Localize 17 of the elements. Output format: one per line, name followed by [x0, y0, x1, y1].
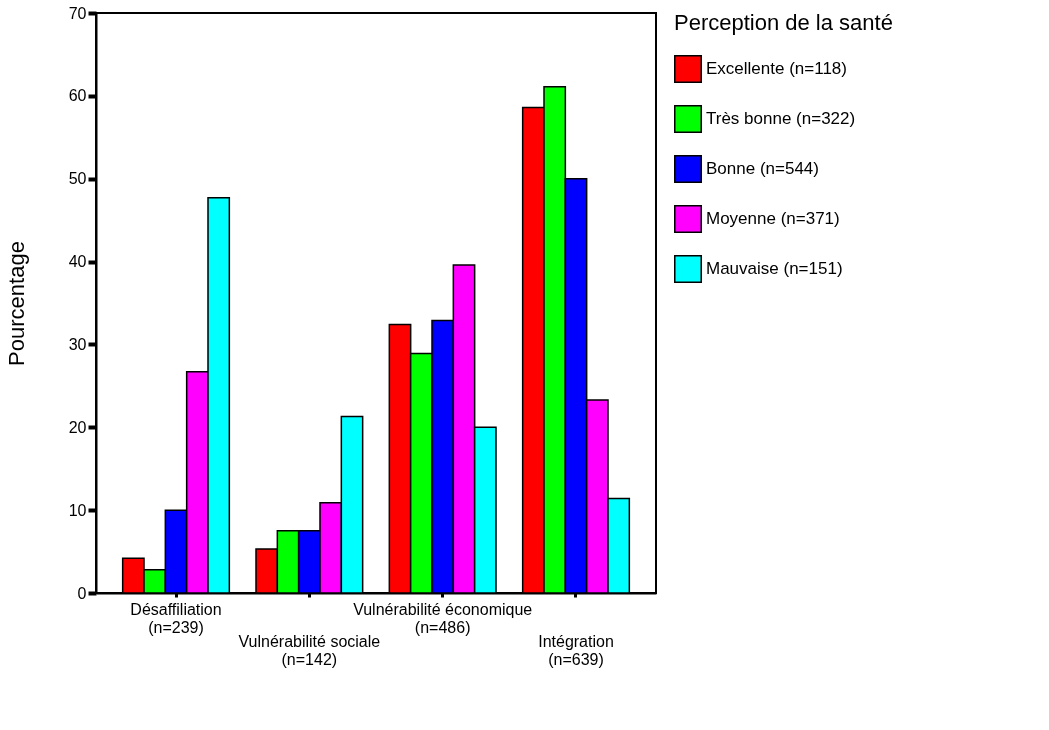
legend-label: Bonne (n=544): [706, 159, 819, 178]
y-tick-label: 40: [68, 253, 87, 271]
legend-title: Perception de la santé: [674, 10, 893, 35]
y-tick-label: 50: [68, 170, 87, 188]
y-tick-label: 70: [68, 4, 87, 22]
legend-label: Mauvaise (n=151): [706, 259, 843, 278]
y-tick-label: 10: [68, 501, 87, 519]
legend-label: Moyenne (n=371): [706, 209, 840, 228]
x-tick-label: Désaffiliation (n=239): [130, 600, 222, 636]
y-axis-title: Pourcentage: [3, 241, 29, 366]
y-tick-label: 60: [68, 87, 87, 105]
y-tick-label: 30: [68, 335, 87, 353]
legend-label: Excellente (n=118): [706, 59, 847, 78]
legend-label: Très bonne (n=322): [706, 109, 856, 128]
y-tick-label: 0: [77, 584, 87, 602]
x-tick-label: Intégration (n=639): [538, 632, 614, 668]
y-tick-label: 20: [68, 418, 87, 436]
